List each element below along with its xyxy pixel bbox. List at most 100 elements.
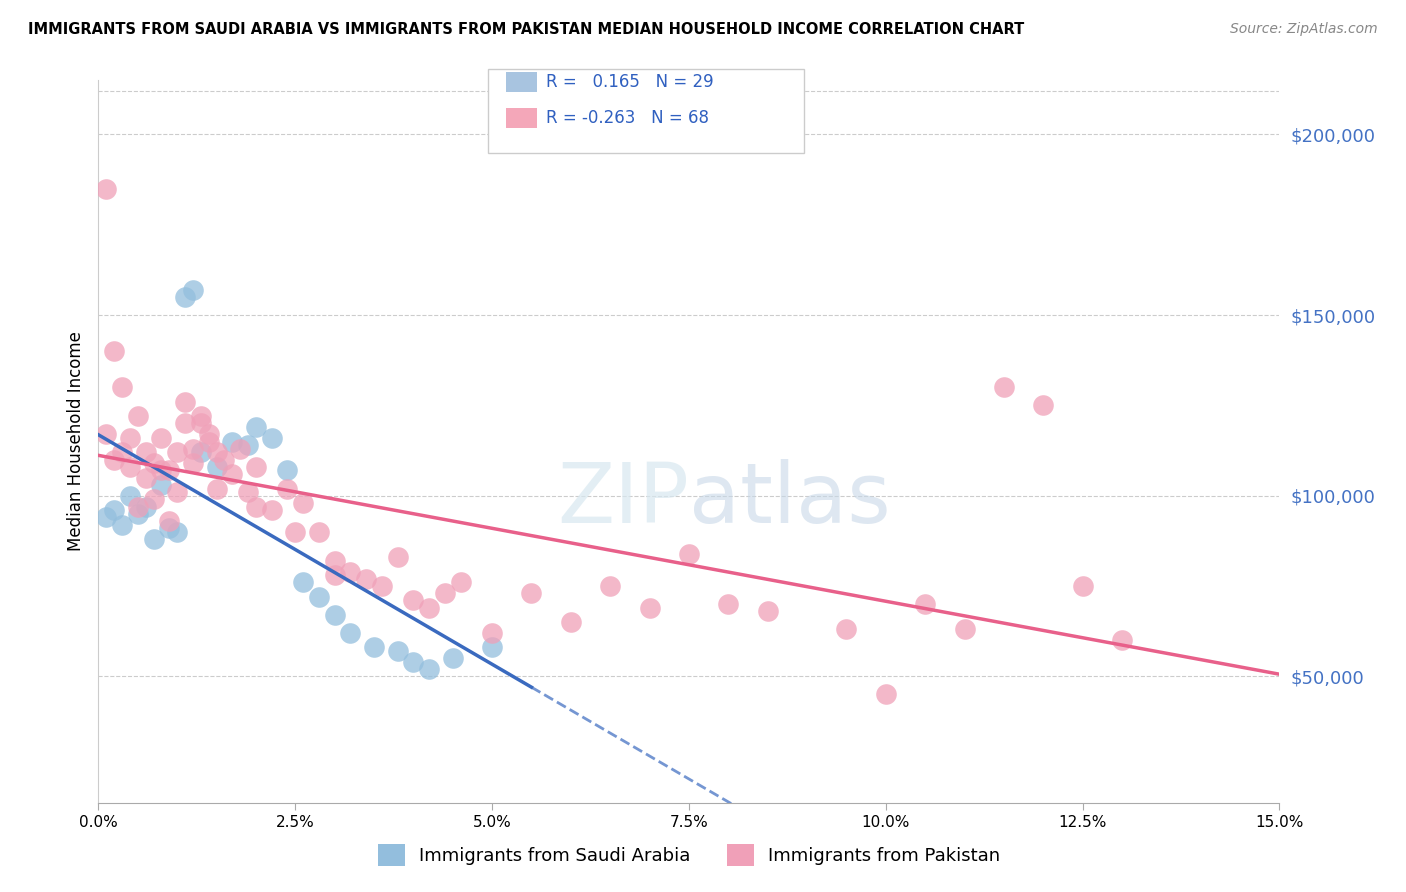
Point	[245, 500, 267, 514]
Point	[323, 607, 346, 622]
Point	[236, 438, 259, 452]
Point	[181, 283, 204, 297]
Point	[221, 434, 243, 449]
Point	[190, 445, 212, 459]
Point	[1032, 398, 1054, 412]
Point	[111, 380, 134, 394]
Point	[150, 463, 173, 477]
Text: atlas: atlas	[689, 458, 890, 540]
Point	[150, 431, 173, 445]
Point	[433, 586, 456, 600]
Point	[205, 482, 228, 496]
Point	[181, 442, 204, 456]
Point	[135, 500, 157, 514]
Point	[103, 452, 125, 467]
Text: IMMIGRANTS FROM SAUDI ARABIA VS IMMIGRANTS FROM PAKISTAN MEDIAN HOUSEHOLD INCOME: IMMIGRANTS FROM SAUDI ARABIA VS IMMIGRAN…	[28, 22, 1025, 37]
Point	[142, 492, 165, 507]
Point	[599, 579, 621, 593]
Point	[205, 459, 228, 474]
Point	[560, 615, 582, 630]
Point	[166, 445, 188, 459]
Point	[284, 524, 307, 539]
Point	[875, 687, 897, 701]
Point	[236, 485, 259, 500]
Point	[678, 547, 700, 561]
Text: R = -0.263   N = 68: R = -0.263 N = 68	[546, 109, 709, 127]
Point	[308, 524, 330, 539]
Point	[292, 575, 315, 590]
Point	[441, 651, 464, 665]
Point	[221, 467, 243, 481]
Point	[174, 394, 197, 409]
Point	[450, 575, 472, 590]
Point	[157, 514, 180, 528]
Point	[166, 485, 188, 500]
Point	[914, 597, 936, 611]
Point	[418, 662, 440, 676]
Point	[197, 434, 219, 449]
Point	[127, 409, 149, 424]
Point	[174, 290, 197, 304]
Point	[276, 463, 298, 477]
Point	[96, 510, 118, 524]
Point	[190, 409, 212, 424]
Point	[111, 517, 134, 532]
Point	[354, 572, 377, 586]
Point	[142, 456, 165, 470]
Point	[756, 604, 779, 618]
Point	[323, 554, 346, 568]
Point	[339, 565, 361, 579]
Point	[96, 181, 118, 195]
Point	[387, 550, 409, 565]
Text: ZIP: ZIP	[557, 458, 689, 540]
Point	[135, 445, 157, 459]
Point	[157, 521, 180, 535]
Point	[363, 640, 385, 655]
Point	[127, 507, 149, 521]
Y-axis label: Median Household Income: Median Household Income	[66, 332, 84, 551]
Point	[481, 626, 503, 640]
Point	[142, 532, 165, 546]
Point	[229, 442, 252, 456]
Point	[96, 427, 118, 442]
Point	[190, 417, 212, 431]
Point	[276, 482, 298, 496]
Point	[166, 524, 188, 539]
Point	[118, 489, 141, 503]
Point	[481, 640, 503, 655]
Point	[103, 503, 125, 517]
Point	[520, 586, 543, 600]
Text: Source: ZipAtlas.com: Source: ZipAtlas.com	[1230, 22, 1378, 37]
Point	[181, 456, 204, 470]
Point	[103, 344, 125, 359]
Point	[323, 568, 346, 582]
Point	[127, 500, 149, 514]
Point	[174, 417, 197, 431]
Point	[157, 463, 180, 477]
Point	[387, 644, 409, 658]
Point	[638, 600, 661, 615]
Point	[1111, 633, 1133, 648]
Point	[292, 496, 315, 510]
Point	[135, 470, 157, 484]
Point	[260, 503, 283, 517]
Point	[118, 459, 141, 474]
Point	[150, 478, 173, 492]
Point	[835, 623, 858, 637]
Point	[402, 655, 425, 669]
Text: R =   0.165   N = 29: R = 0.165 N = 29	[546, 73, 713, 91]
Point	[371, 579, 394, 593]
Point	[953, 623, 976, 637]
Point	[308, 590, 330, 604]
Point	[1071, 579, 1094, 593]
Point	[197, 427, 219, 442]
Point	[717, 597, 740, 611]
Point	[245, 459, 267, 474]
Point	[418, 600, 440, 615]
Point	[402, 593, 425, 607]
Point	[214, 452, 236, 467]
Point	[245, 420, 267, 434]
Point	[993, 380, 1015, 394]
Point	[205, 445, 228, 459]
Point	[111, 445, 134, 459]
